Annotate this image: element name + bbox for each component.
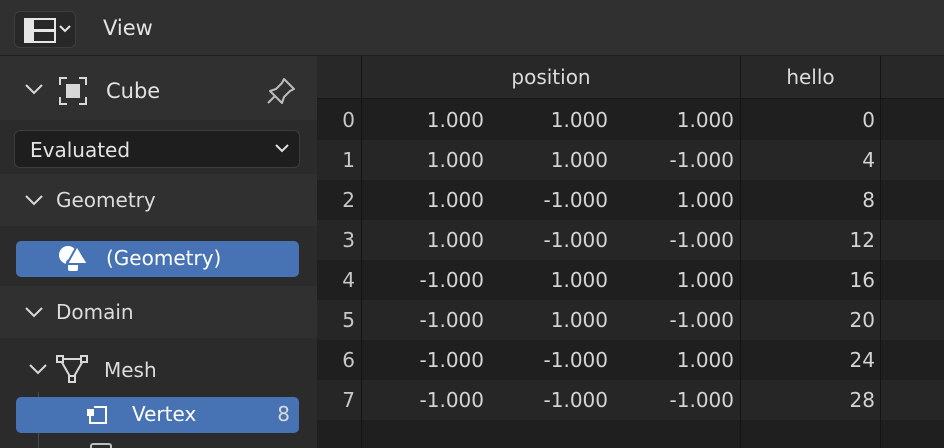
table-row: 4 -1.000 1.000 1.000 16 — [317, 260, 944, 300]
cell-position-z: 1.000 — [676, 348, 734, 372]
table-row: 5 -1.000 1.000 -1.000 20 — [317, 300, 944, 340]
cell-position-z: 1.000 — [676, 188, 734, 212]
object-name: Cube — [106, 79, 161, 103]
table-row: 2 1.000 -1.000 1.000 8 — [317, 180, 944, 220]
view-menu[interactable]: View — [103, 16, 153, 40]
cell-position-y: 1.000 — [550, 268, 608, 292]
domain-section-header[interactable]: Domain — [0, 286, 317, 338]
row-index: 7 — [342, 388, 355, 412]
geometry-item[interactable]: (Geometry) — [16, 241, 299, 277]
evaluation-mode-value: Evaluated — [30, 138, 131, 162]
cell-position-z: -1.000 — [669, 388, 734, 412]
vertex-domain-item[interactable]: Vertex 8 — [16, 397, 299, 433]
cell-position-x: 1.000 — [426, 148, 484, 172]
cell-hello: 20 — [849, 308, 875, 332]
table-row: 6 -1.000 -1.000 1.000 24 — [317, 340, 944, 380]
cell-hello: 24 — [849, 348, 875, 372]
geometry-section-label: Geometry — [56, 188, 156, 212]
vertex-icon — [87, 406, 107, 424]
row-index: 3 — [342, 228, 355, 252]
row-index: 1 — [342, 148, 355, 172]
cell-position-y: -1.000 — [543, 188, 608, 212]
table-row: 7 -1.000 -1.000 -1.000 28 — [317, 380, 944, 420]
mesh-tree-item[interactable]: Mesh — [0, 348, 317, 388]
cell-position-z: -1.000 — [669, 308, 734, 332]
chevron-down-icon — [29, 364, 47, 375]
chevron-down-icon — [25, 307, 43, 318]
mesh-label: Mesh — [104, 358, 157, 382]
table-row: 0 1.000 1.000 1.000 0 — [317, 100, 944, 140]
cell-position-y: -1.000 — [543, 348, 608, 372]
editor-type-button[interactable] — [14, 11, 76, 48]
cell-hello: 4 — [862, 148, 875, 172]
geometry-item-label: (Geometry) — [106, 246, 222, 270]
vertex-label: Vertex — [132, 402, 197, 426]
geometry-icon — [59, 244, 90, 273]
edge-icon — [90, 443, 112, 448]
spreadsheet-table: position hello 0 1.000 1.000 1.000 0 1 1.000 1.… — [317, 56, 944, 448]
cell-position-x: -1.000 — [419, 308, 484, 332]
row-index: 4 — [342, 268, 355, 292]
chevron-down-icon — [59, 25, 71, 33]
dataset-sidebar: Cube Evaluated Geometry (Geometry) Domai… — [0, 56, 317, 448]
cell-position-x: 1.000 — [426, 108, 484, 132]
editor-header: View — [0, 0, 944, 56]
cell-position-z: -1.000 — [669, 228, 734, 252]
cell-position-x: -1.000 — [419, 348, 484, 372]
chevron-down-icon — [275, 144, 289, 153]
table-row: 1 1.000 1.000 -1.000 4 — [317, 140, 944, 180]
cell-position-y: -1.000 — [543, 388, 608, 412]
column-divider[interactable] — [740, 56, 741, 448]
cell-position-x: 1.000 — [426, 188, 484, 212]
cell-position-z: -1.000 — [669, 148, 734, 172]
table-row: 3 1.000 -1.000 -1.000 12 — [317, 220, 944, 260]
geometry-section-header[interactable]: Geometry — [0, 174, 317, 226]
index-column-header — [317, 56, 361, 99]
vertex-count: 8 — [277, 402, 290, 426]
mesh-icon — [56, 355, 88, 383]
row-index: 5 — [342, 308, 355, 332]
cell-position-x: 1.000 — [426, 228, 484, 252]
cell-position-x: -1.000 — [419, 388, 484, 412]
cell-position-y: -1.000 — [543, 228, 608, 252]
cell-position-y: 1.000 — [550, 148, 608, 172]
chevron-down-icon[interactable] — [24, 83, 44, 95]
chevron-down-icon — [25, 195, 43, 206]
empty-column-header — [881, 56, 944, 99]
pin-icon[interactable] — [266, 77, 296, 105]
cell-hello: 0 — [862, 108, 875, 132]
cell-hello: 12 — [849, 228, 875, 252]
cell-hello: 28 — [849, 388, 875, 412]
object-row: Cube — [0, 56, 317, 120]
column-divider[interactable] — [880, 56, 881, 448]
column-header-position[interactable]: position — [362, 56, 740, 99]
cell-position-y: 1.000 — [550, 108, 608, 132]
column-header-hello[interactable]: hello — [741, 56, 880, 99]
column-divider — [361, 56, 362, 448]
cell-hello: 8 — [862, 188, 875, 212]
cell-position-x: -1.000 — [419, 268, 484, 292]
evaluation-mode-select[interactable]: Evaluated — [14, 130, 300, 168]
cell-position-y: 1.000 — [550, 308, 608, 332]
cell-hello: 16 — [849, 268, 875, 292]
domain-section-label: Domain — [56, 300, 134, 324]
object-icon — [59, 77, 87, 105]
spreadsheet-editor-icon — [24, 18, 56, 43]
row-index: 2 — [342, 188, 355, 212]
cell-position-z: 1.000 — [676, 268, 734, 292]
row-index: 0 — [342, 108, 355, 132]
row-index: 6 — [342, 348, 355, 372]
cell-position-z: 1.000 — [676, 108, 734, 132]
